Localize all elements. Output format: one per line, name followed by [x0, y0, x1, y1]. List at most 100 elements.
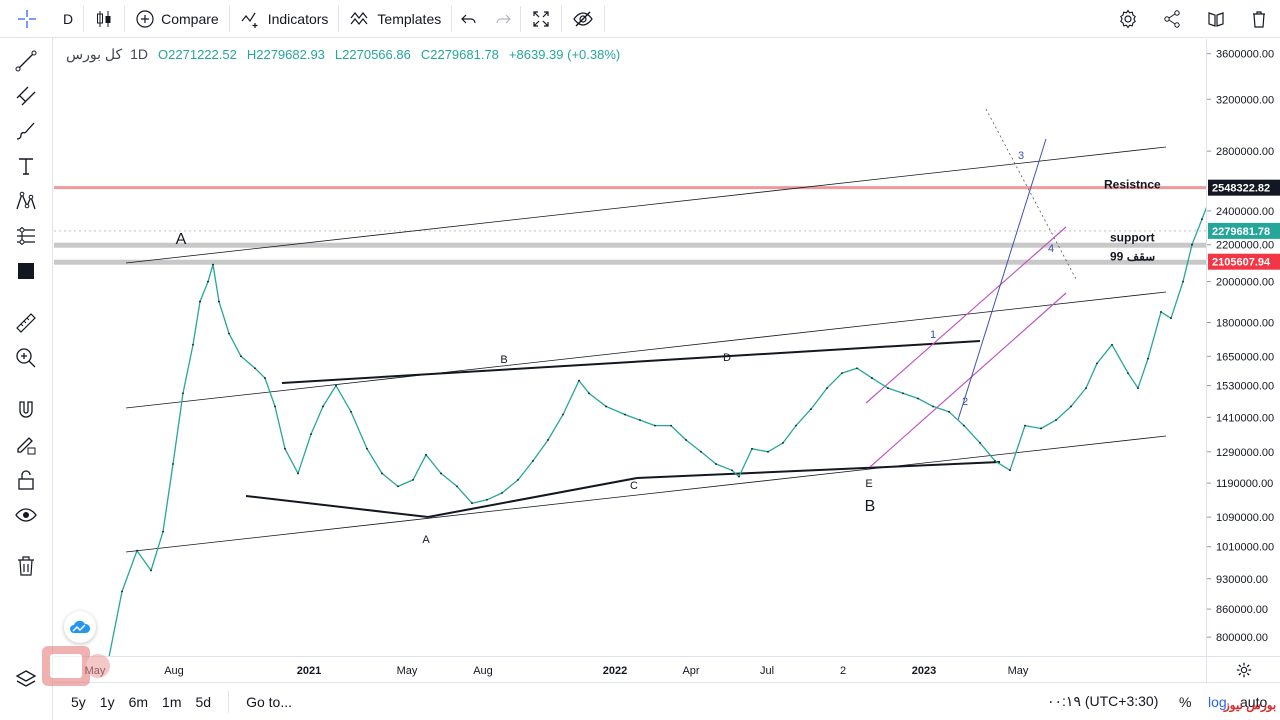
shapes-tool[interactable] — [0, 256, 52, 286]
price-point — [412, 478, 414, 481]
brush-icon — [16, 122, 35, 140]
auto-toggle[interactable]: auto — [1240, 693, 1268, 710]
ceiling-band — [54, 259, 1206, 265]
object-tree-tool[interactable] — [0, 664, 52, 694]
pattern-icon — [16, 191, 36, 210]
wave-label-3: 3 — [1018, 150, 1024, 162]
timezone-label[interactable]: ۰۰:۱۹ (UTC+3:30) — [1047, 693, 1159, 709]
price-tick-label: 800000.00 — [1216, 632, 1268, 644]
price-chart: A B C D E A B 1 2 3 4 Resistnce support سقف 99 — [54, 108, 1247, 658]
hide-drawings-button[interactable] — [562, 0, 604, 38]
price-tick-label: 1800000.00 — [1216, 318, 1274, 330]
wave-label-2: 2 — [962, 396, 968, 408]
price-point — [322, 405, 324, 408]
price-point — [456, 485, 458, 488]
drawing-toolbar — [0, 38, 53, 720]
lock-drawings-tool[interactable] — [0, 465, 52, 495]
trash-icon — [18, 556, 34, 576]
purple-channel-lower — [869, 292, 1067, 468]
triangle-upper-line — [281, 340, 981, 384]
time-tick-label: Aug — [164, 665, 184, 677]
gear-icon — [1120, 9, 1136, 29]
price-point — [1009, 469, 1011, 472]
share-button[interactable] — [1150, 0, 1194, 38]
fib-retracement-icon — [16, 86, 36, 106]
legend-change: +8639.39 (+0.38%) — [508, 47, 621, 62]
upper-channel-line — [125, 146, 1167, 264]
range-6m[interactable]: 6m — [128, 693, 149, 710]
eye-off-icon — [573, 11, 593, 26]
hide-tool[interactable] — [0, 500, 52, 530]
range-5d[interactable]: 5d — [195, 693, 212, 710]
brush-tool[interactable] — [0, 116, 52, 146]
redo-button[interactable] — [486, 0, 520, 38]
price-point — [310, 433, 312, 436]
crosshair-tool-icon[interactable] — [0, 0, 53, 38]
indicators-button[interactable]: Indicators — [230, 0, 339, 38]
price-point — [685, 439, 687, 441]
resistance-label: Resistnce — [1104, 178, 1161, 192]
toolbar-divider — [228, 5, 230, 32]
publish-button[interactable] — [1194, 0, 1238, 38]
remove-drawings-tool[interactable] — [0, 551, 52, 581]
undo-button[interactable] — [452, 0, 486, 38]
text-tool[interactable] — [0, 151, 52, 181]
price-point — [1201, 218, 1203, 221]
range-1m[interactable]: 1m — [162, 693, 182, 710]
price-tick-label: 930000.00 — [1216, 574, 1268, 586]
price-axis[interactable]: 3600000.00 3200000.00 2800000.00 2400000.00… — [1206, 39, 1280, 656]
settings-button[interactable] — [1106, 0, 1150, 38]
wave-label-B-major: B — [865, 498, 876, 515]
templates-button[interactable]: Templates — [339, 0, 451, 38]
add-circle-icon — [136, 9, 154, 28]
symbol-name[interactable]: کل بورس — [66, 46, 123, 62]
measure-tool[interactable] — [0, 308, 52, 338]
price-point — [397, 485, 399, 488]
trend-line-icon — [15, 50, 37, 72]
price-point — [136, 549, 138, 552]
magnet-tool[interactable] — [0, 395, 52, 425]
support-band — [54, 242, 1206, 248]
trend-line-tool[interactable] — [0, 46, 52, 76]
ruler-icon — [16, 313, 36, 333]
price-point — [150, 569, 152, 572]
chart-pane[interactable]: A B C D E A B 1 2 3 4 Resistnce support سقف 99 — [54, 39, 1247, 658]
price-badge — [1208, 253, 1280, 270]
pattern-tool[interactable] — [0, 186, 52, 216]
time-tick-label: Jul — [760, 665, 774, 677]
toolbar-divider — [604, 5, 606, 32]
drawing-mode-tool[interactable] — [0, 430, 52, 460]
prediction-tool[interactable] — [0, 221, 52, 251]
range-1y[interactable]: 1y — [99, 693, 115, 710]
goto-button[interactable]: Go to... — [246, 693, 292, 710]
percent-toggle[interactable]: % — [1179, 693, 1192, 710]
logo-badge[interactable] — [64, 611, 96, 643]
compare-label: Compare — [161, 10, 219, 27]
range-5y[interactable]: 5y — [71, 693, 86, 710]
compare-button[interactable]: Compare — [125, 0, 229, 38]
axis-settings-button[interactable] — [1206, 656, 1280, 682]
log-toggle[interactable]: log — [1208, 693, 1227, 710]
time-tick-label: 2023 — [912, 665, 936, 677]
layers-icon — [15, 670, 37, 687]
price-tick-label: 1530000.00 — [1216, 381, 1274, 393]
time-tick-label: 2021 — [297, 665, 321, 677]
zoom-tool[interactable] — [0, 343, 52, 373]
fullscreen-button[interactable] — [521, 0, 561, 38]
price-point — [350, 410, 352, 413]
candles-style-button[interactable] — [84, 0, 124, 38]
price-tick-label: 860000.00 — [1216, 604, 1268, 616]
price-tick-label: 2400000.00 — [1216, 206, 1274, 218]
price-point — [486, 498, 488, 501]
wave-label-C: C — [630, 480, 638, 492]
toolbar-divider — [561, 5, 563, 32]
delete-button[interactable] — [1238, 0, 1280, 38]
time-tick-label: Apr — [682, 665, 699, 677]
prediction-icon — [17, 227, 35, 245]
price-point — [782, 441, 784, 444]
interval-button[interactable]: D — [53, 0, 83, 38]
time-axis[interactable]: MayAug2021MayAug2022AprJul22023May — [54, 656, 1206, 682]
price-point — [917, 397, 919, 400]
fib-tool[interactable] — [0, 81, 52, 111]
price-point — [562, 413, 564, 416]
